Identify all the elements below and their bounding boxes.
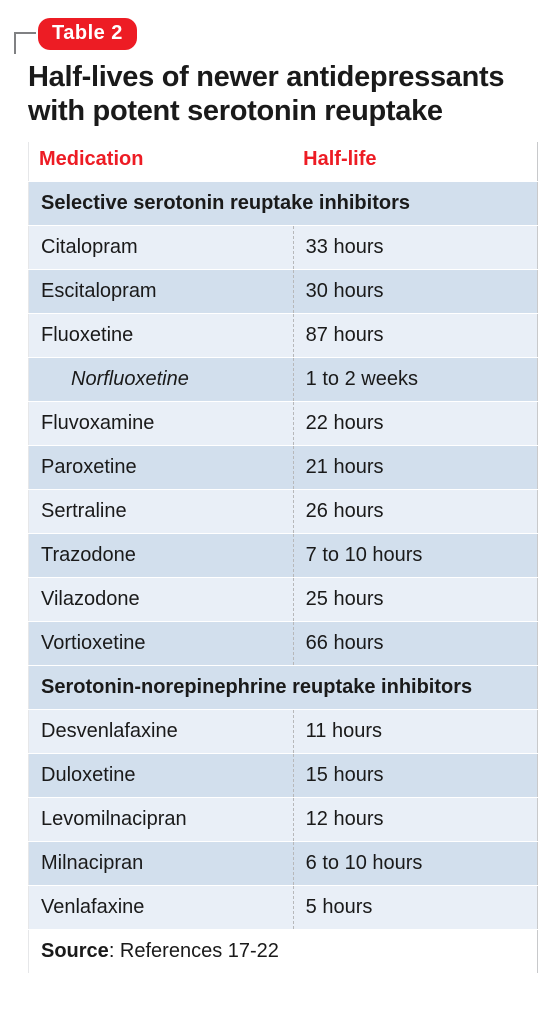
table-title: Half-lives of newer antidepressants with… bbox=[10, 60, 540, 142]
table-row: Vortioxetine66 hours bbox=[29, 622, 538, 666]
halflife-cell: 5 hours bbox=[293, 886, 537, 930]
medication-cell: Paroxetine bbox=[29, 446, 294, 490]
medication-cell: Milnacipran bbox=[29, 842, 294, 886]
halflife-cell: 7 to 10 hours bbox=[293, 534, 537, 578]
medication-cell: Vilazodone bbox=[29, 578, 294, 622]
section-heading-row: Selective serotonin reuptake inhibitors bbox=[29, 182, 538, 226]
section-heading-row: Serotonin-norepinephrine reuptake inhibi… bbox=[29, 666, 538, 710]
medication-cell: Venlafaxine bbox=[29, 886, 294, 930]
medication-cell: Vortioxetine bbox=[29, 622, 294, 666]
halflife-cell: 21 hours bbox=[293, 446, 537, 490]
table-row: Citalopram33 hours bbox=[29, 226, 538, 270]
table-row: Fluvoxamine22 hours bbox=[29, 402, 538, 446]
table-header-row: Medication Half-life bbox=[29, 142, 538, 182]
medication-name: Norfluoxetine bbox=[41, 368, 189, 391]
source-label: Source bbox=[41, 940, 109, 962]
medication-cell: Sertraline bbox=[29, 490, 294, 534]
medication-cell: Fluoxetine bbox=[29, 314, 294, 358]
table-row: Escitalopram30 hours bbox=[29, 270, 538, 314]
halflife-cell: 11 hours bbox=[293, 710, 537, 754]
halflife-cell: 26 hours bbox=[293, 490, 537, 534]
medication-cell: Fluvoxamine bbox=[29, 402, 294, 446]
corner-decoration bbox=[14, 32, 36, 54]
halflife-cell: 66 hours bbox=[293, 622, 537, 666]
source-text: : References 17-22 bbox=[109, 940, 279, 962]
medication-cell: Escitalopram bbox=[29, 270, 294, 314]
table-row: Duloxetine15 hours bbox=[29, 754, 538, 798]
medication-cell: Citalopram bbox=[29, 226, 294, 270]
column-header-halflife: Half-life bbox=[293, 142, 537, 182]
table-row: Norfluoxetine 1 to 2 weeks bbox=[29, 358, 538, 402]
section-heading: Serotonin-norepinephrine reuptake inhibi… bbox=[29, 666, 538, 710]
medication-cell: Duloxetine bbox=[29, 754, 294, 798]
halflife-cell: 33 hours bbox=[293, 226, 537, 270]
halflife-cell: 12 hours bbox=[293, 798, 537, 842]
table-badge: Table 2 bbox=[38, 18, 137, 50]
table-row: Sertraline26 hours bbox=[29, 490, 538, 534]
medication-cell: Norfluoxetine bbox=[29, 358, 294, 402]
halflife-cell: 1 to 2 weeks bbox=[293, 358, 537, 402]
column-header-medication: Medication bbox=[29, 142, 294, 182]
halflife-table: Medication Half-life Selective serotonin… bbox=[28, 142, 538, 973]
halflife-cell: 30 hours bbox=[293, 270, 537, 314]
section-heading: Selective serotonin reuptake inhibitors bbox=[29, 182, 538, 226]
table-row: Desvenlafaxine11 hours bbox=[29, 710, 538, 754]
source-cell: Source: References 17-22 bbox=[29, 930, 538, 974]
halflife-cell: 6 to 10 hours bbox=[293, 842, 537, 886]
source-row: Source: References 17-22 bbox=[29, 930, 538, 974]
halflife-cell: 25 hours bbox=[293, 578, 537, 622]
table-row: Trazodone7 to 10 hours bbox=[29, 534, 538, 578]
table-row: Venlafaxine5 hours bbox=[29, 886, 538, 930]
halflife-cell: 87 hours bbox=[293, 314, 537, 358]
table-row: Paroxetine21 hours bbox=[29, 446, 538, 490]
table-row: Milnacipran6 to 10 hours bbox=[29, 842, 538, 886]
halflife-cell: 15 hours bbox=[293, 754, 537, 798]
medication-cell: Trazodone bbox=[29, 534, 294, 578]
table-row: Levomilnacipran12 hours bbox=[29, 798, 538, 842]
table-row: Vilazodone25 hours bbox=[29, 578, 538, 622]
medication-cell: Desvenlafaxine bbox=[29, 710, 294, 754]
halflife-cell: 22 hours bbox=[293, 402, 537, 446]
table-row: Fluoxetine87 hours bbox=[29, 314, 538, 358]
medication-cell: Levomilnacipran bbox=[29, 798, 294, 842]
